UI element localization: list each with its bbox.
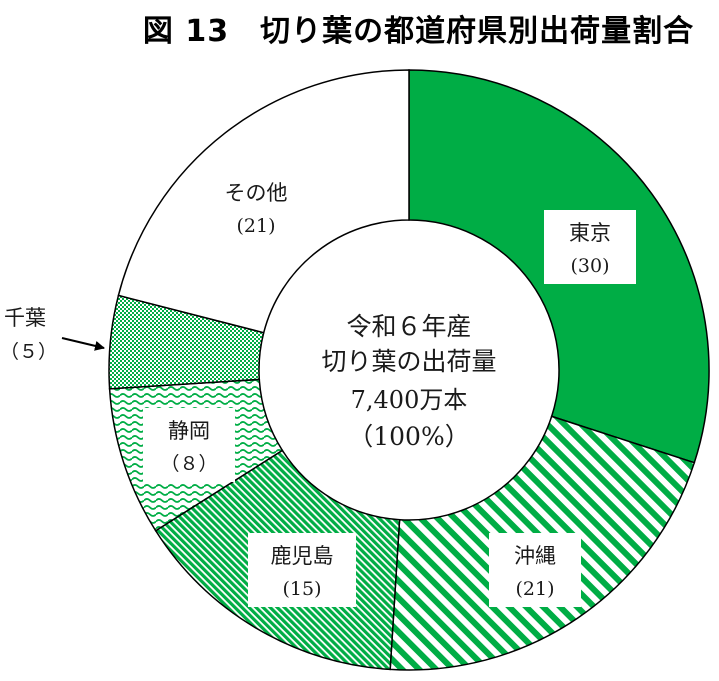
chart-title: 図 13 切り葉の都道府県別出荷量割合 [0,6,719,50]
slice-label: その他 [225,181,288,205]
slice-label-box [143,408,235,482]
slice-value-label: (15) [282,578,321,600]
center-text-line: 令和６年産 [346,312,471,341]
pie-labels: 東京 (30) 沖縄 (21) 鹿児島 (15) 静岡 （８） 千葉 （５） その他 (21) [0,181,636,607]
slice-label-box [544,210,636,284]
slice-5 [117,69,410,334]
slice-label-box [248,533,356,607]
slice-value-label: (21) [236,215,275,237]
center-text-line: 切り葉の出荷量 [321,347,496,376]
center-text-line: （100%） [348,422,469,451]
slice-label: 千葉 [4,306,46,330]
chart-title-text: 図 13 切り葉の都道府県別出荷量割合 [142,14,695,49]
slice-value-label: (21) [515,578,554,600]
slice-label: 静岡 [168,419,210,443]
slice-label: 沖縄 [514,544,556,568]
slice-value-label: (30) [570,255,609,277]
slice-value-label: （５） [0,341,57,363]
slice-label: 東京 [569,221,611,245]
slice-value-label: （８） [160,453,217,475]
center-text-line: 7,400万本 [351,386,468,414]
label-arrow [61,337,105,351]
slice-label-box [489,533,581,607]
slice-label: 鹿児島 [271,544,334,568]
